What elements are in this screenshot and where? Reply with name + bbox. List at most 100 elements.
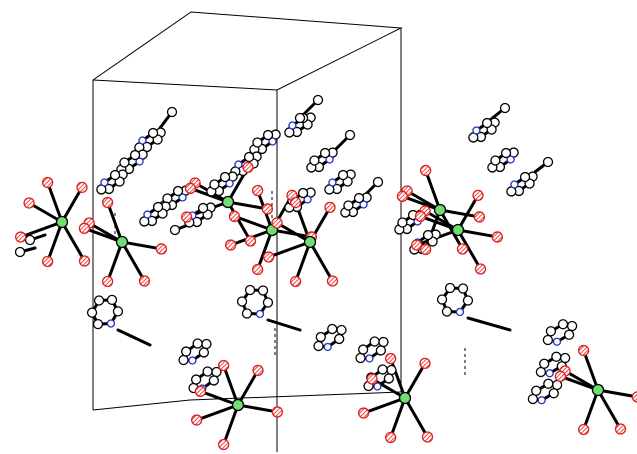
carbon-atom: [264, 131, 273, 140]
oxygen-atom: [79, 223, 89, 233]
oxygen-atom: [262, 204, 272, 214]
nitrogen-atom: [324, 343, 331, 350]
nitrogen-atom: [329, 179, 336, 186]
metal-atom: [435, 205, 446, 216]
carbon-atom: [379, 337, 388, 346]
oxygen-atom: [476, 264, 486, 274]
oxygen-atom: [243, 162, 253, 172]
oxygen-atom: [253, 186, 263, 196]
carbon-atom: [552, 352, 561, 361]
carbon-atom: [113, 307, 122, 316]
oxygen-atom: [423, 432, 433, 442]
carbon-atom: [154, 203, 163, 212]
carbon-atom: [238, 297, 247, 306]
metal-atom: [57, 217, 68, 228]
carbon-atom: [314, 342, 323, 351]
cell-top: [93, 12, 401, 90]
oxygen-atom: [421, 166, 431, 176]
nitrogen-atom: [189, 357, 196, 364]
carbon-atom: [491, 156, 500, 165]
bond: [310, 242, 333, 281]
bond: [268, 320, 300, 330]
carbon-atom: [242, 309, 251, 318]
carbon-atom: [376, 346, 385, 355]
bond: [468, 318, 510, 330]
oxygen-atom: [103, 198, 113, 208]
carbon-atom: [202, 339, 211, 348]
carbon-atom: [16, 248, 25, 257]
carbon-atom: [532, 386, 541, 395]
nitrogen-atom: [101, 179, 108, 186]
carbon-atom: [310, 156, 319, 165]
carbon-atom: [26, 236, 35, 245]
nitrogen-atom: [553, 338, 560, 345]
oxygen-atom: [77, 182, 87, 192]
carbon-atom: [149, 129, 158, 138]
carbon-atom: [94, 320, 103, 329]
carbon-atom: [174, 187, 183, 196]
oxygen-atom: [474, 212, 484, 222]
carbon-atom: [321, 149, 330, 158]
carbon-atom: [203, 367, 212, 376]
carbon-atom: [316, 333, 325, 342]
metal-atom: [453, 225, 464, 236]
carbon-atom: [199, 348, 208, 357]
carbon-atom: [568, 322, 577, 331]
oxygen-atom: [156, 244, 166, 254]
carbon-atom: [355, 194, 364, 203]
bond: [598, 390, 621, 429]
carbon-atom: [446, 284, 455, 293]
oxygen-atom: [253, 264, 263, 274]
oxygen-atom: [367, 374, 377, 384]
oxygen-atom: [325, 202, 335, 212]
carbon-atom: [438, 295, 447, 304]
oxygen-atom: [458, 244, 468, 254]
oxygen-atom: [415, 211, 425, 221]
carbon-atom: [108, 295, 117, 304]
bond: [122, 242, 145, 281]
carbon-atom: [501, 104, 510, 113]
carbon-atom: [346, 131, 355, 140]
carbon-atom: [193, 339, 202, 348]
carbon-atom: [182, 347, 191, 356]
oxygen-atom: [328, 276, 338, 286]
metal-atom: [233, 400, 244, 411]
oxygen-atom: [616, 424, 626, 434]
nitrogen-atom: [107, 320, 114, 327]
bond: [108, 242, 122, 281]
oxygen-atom: [219, 439, 229, 449]
carbon-atom: [398, 218, 407, 227]
oxygen-atom: [80, 256, 90, 266]
carbon-atom: [299, 189, 308, 198]
carbon-atom: [543, 336, 552, 345]
carbon-atom: [221, 173, 230, 182]
oxygen-atom: [24, 198, 34, 208]
carbon-atom: [544, 158, 553, 167]
oxygen-atom: [272, 218, 282, 228]
oxygen-atom: [386, 432, 396, 442]
oxygen-atom: [473, 190, 483, 200]
carbon-atom: [179, 356, 188, 365]
carbon-atom: [120, 158, 129, 167]
oxygen-atom: [397, 191, 407, 201]
oxygen-atom: [291, 276, 301, 286]
carbon-atom: [565, 330, 574, 339]
oxygen-atom: [226, 240, 236, 250]
carbon-atom: [459, 284, 468, 293]
carbon-atom: [314, 96, 323, 105]
carbon-atom: [483, 119, 492, 128]
page: (() => { const g = document.getElementBy…: [0, 0, 637, 454]
bond: [584, 390, 598, 429]
nitrogen-atom: [289, 122, 296, 129]
carbon-atom: [168, 108, 177, 117]
carbon-atom: [131, 151, 140, 160]
carbon-atom: [521, 173, 530, 182]
nitrogen-atom: [374, 383, 381, 390]
carbon-atom: [335, 334, 344, 343]
carbon-atom: [199, 204, 208, 213]
carbon-atom: [559, 320, 568, 329]
carbon-atom: [356, 354, 365, 363]
oxygen-atom: [492, 232, 502, 242]
nitrogen-atom: [511, 181, 518, 188]
oxygen-atom: [420, 358, 430, 368]
